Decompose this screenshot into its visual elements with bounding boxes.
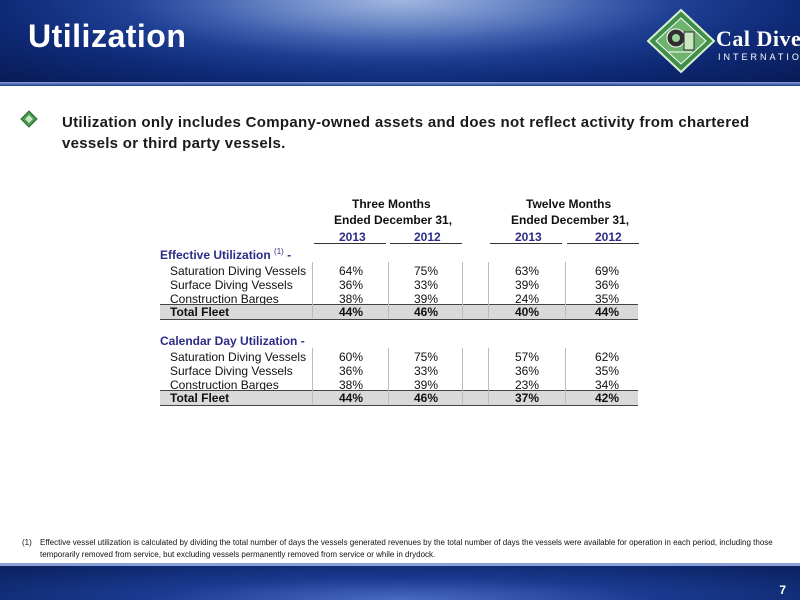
row-value: 35%: [595, 292, 620, 306]
footer-band: [0, 566, 800, 600]
total-value: 44%: [595, 305, 620, 319]
row-value: 38%: [339, 292, 364, 306]
group-header-twelve-months-sub: Ended December 31,: [511, 213, 630, 227]
row-value: 34%: [595, 378, 620, 392]
row-value: 33%: [414, 364, 439, 378]
column-separator: [388, 348, 389, 404]
year-underline: [314, 243, 386, 244]
footer-divider: [0, 563, 800, 566]
footnote-ref: (1): [274, 247, 284, 256]
group-header-three-months-sub: Ended December 31,: [334, 213, 453, 227]
row-value: 60%: [339, 350, 364, 364]
row-value: 39%: [515, 278, 540, 292]
total-value: 40%: [515, 305, 540, 319]
year-header: 2012: [414, 230, 441, 244]
row-label: Surface Diving Vessels: [170, 364, 293, 378]
logo-subtitle: INTERNATIONAL: [718, 52, 800, 62]
total-value: 46%: [414, 391, 439, 405]
row-value: 39%: [414, 292, 439, 306]
row-value: 33%: [414, 278, 439, 292]
row-label: Surface Diving Vessels: [170, 278, 293, 292]
row-value: 62%: [595, 350, 620, 364]
row-value: 23%: [515, 378, 540, 392]
column-separator: [312, 262, 313, 318]
section-title-text: Effective Utilization: [160, 248, 271, 262]
header-glow: [120, 0, 680, 60]
total-label: Total Fleet: [170, 305, 230, 319]
column-separator: [565, 348, 566, 404]
logo-diamond-icon: [646, 8, 716, 74]
row-value: 36%: [515, 364, 540, 378]
row-value: 57%: [515, 350, 540, 364]
row-value: 39%: [414, 378, 439, 392]
row-label: Construction Barges: [170, 378, 279, 392]
row-value: 75%: [414, 350, 439, 364]
section-title-suffix: -: [287, 248, 292, 262]
row-label: Saturation Diving Vessels: [170, 350, 307, 364]
year-underline: [390, 243, 462, 244]
header-divider: [0, 82, 800, 86]
row-value: 63%: [515, 264, 540, 278]
diamond-bullet-icon: [20, 110, 38, 128]
section-title-effective: Effective Utilization (1) -: [160, 247, 291, 262]
year-header: 2013: [339, 230, 366, 244]
column-separator: [462, 348, 463, 404]
company-logo: Cal Dive INTERNATIONAL: [646, 8, 800, 74]
column-separator: [462, 262, 463, 318]
row-value: 36%: [595, 278, 620, 292]
logo-name: Cal Dive: [716, 26, 800, 51]
row-label: Saturation Diving Vessels: [170, 264, 307, 278]
row-value: 64%: [339, 264, 364, 278]
slide-title: Utilization: [28, 18, 187, 54]
row-label: Construction Barges: [170, 292, 279, 306]
total-label: Total Fleet: [170, 391, 230, 405]
row-value: 75%: [414, 264, 439, 278]
group-header-three-months: Three Months: [352, 197, 431, 211]
row-value: 69%: [595, 264, 620, 278]
row-value: 36%: [339, 364, 364, 378]
section-title-calendar: Calendar Day Utilization -: [160, 334, 305, 348]
row-value: 38%: [339, 378, 364, 392]
column-separator: [388, 262, 389, 318]
total-value: 44%: [339, 391, 364, 405]
year-underline: [567, 243, 639, 244]
column-separator: [488, 348, 489, 404]
column-separator: [488, 262, 489, 318]
year-header: 2013: [515, 230, 542, 244]
total-value: 42%: [595, 391, 620, 405]
page-number: 7: [779, 583, 786, 597]
total-row-background: [160, 304, 638, 320]
row-value: 24%: [515, 292, 540, 306]
group-header-twelve-months: Twelve Months: [526, 197, 612, 211]
bullet-text: Utilization only includes Company-owned …: [62, 114, 750, 152]
total-value: 44%: [339, 305, 364, 319]
total-value: 37%: [515, 391, 540, 405]
total-value: 46%: [414, 305, 439, 319]
year-header: 2012: [595, 230, 622, 244]
row-value: 35%: [595, 364, 620, 378]
year-underline: [490, 243, 562, 244]
footnote-text: Effective vessel utilization is calculat…: [40, 538, 773, 559]
row-value: 36%: [339, 278, 364, 292]
total-row-background: [160, 390, 638, 406]
column-separator: [565, 262, 566, 318]
column-separator: [312, 348, 313, 404]
footnote-number: (1): [22, 538, 32, 547]
